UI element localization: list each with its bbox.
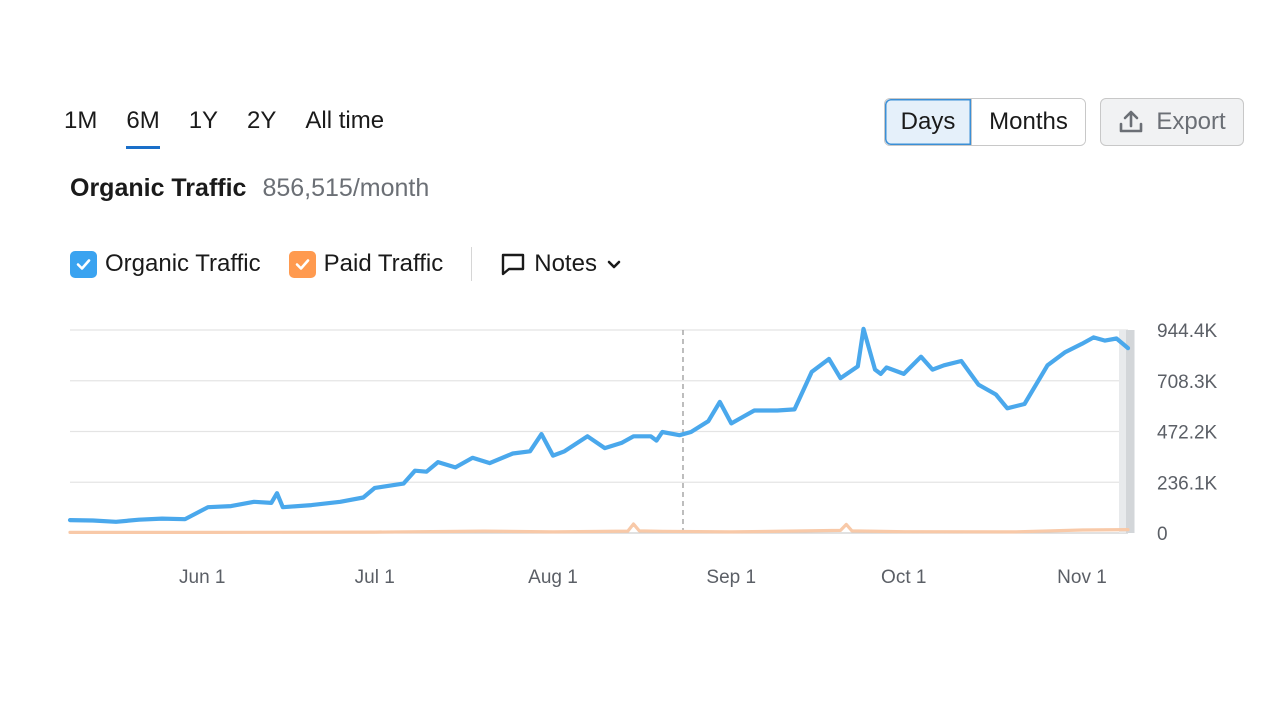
- organic-checkbox[interactable]: [70, 250, 97, 278]
- legend-organic-label: Organic Traffic: [105, 250, 261, 277]
- y-tick-label: 708.3K: [1157, 372, 1218, 393]
- traffic-chart: 944.4K 708.3K 472.2K 236.1K 0 Jun 1 Jul 1 Aug …: [67, 321, 1218, 588]
- organic-traffic-line: [67, 326, 1131, 524]
- tab-2y[interactable]: 2Y: [247, 107, 277, 134]
- legend-divider: [471, 247, 473, 281]
- granularity-toggle: Days Months: [884, 98, 1086, 146]
- check-icon: [295, 258, 309, 270]
- tab-all-time[interactable]: All time: [305, 107, 385, 134]
- legend-paid-label: Paid Traffic: [323, 250, 444, 277]
- x-tick-label: Jul 1: [355, 567, 395, 588]
- legend-organic-traffic[interactable]: Organic Traffic: [70, 250, 261, 278]
- y-tick-label: 944.4K: [1157, 321, 1218, 342]
- x-tick-label: Aug 1: [528, 567, 578, 588]
- grid-lines: [70, 329, 1128, 534]
- y-tick-label: 236.1K: [1157, 473, 1218, 494]
- y-tick-label: 472.2K: [1157, 423, 1218, 444]
- days-button[interactable]: Days: [885, 99, 971, 145]
- notes-label: Notes: [534, 250, 597, 277]
- chevron-down-icon: [607, 260, 621, 269]
- metric-value: 856,515/month: [262, 174, 430, 202]
- legend: Organic Traffic Paid Traffic Notes: [70, 246, 623, 282]
- months-button[interactable]: Months: [971, 99, 1085, 145]
- check-icon: [76, 258, 91, 270]
- legend-paid-traffic[interactable]: Paid Traffic: [288, 250, 444, 278]
- x-tick-label: Oct 1: [881, 567, 926, 588]
- metric-title: Organic Traffic: [70, 174, 247, 202]
- tab-1m[interactable]: 1M: [64, 107, 98, 134]
- x-tick-label: Jun 1: [179, 567, 225, 588]
- y-tick-label: 0: [1157, 524, 1168, 545]
- tab-6m[interactable]: 6M: [126, 104, 160, 149]
- range-tabs: 1M 6M 1Y 2Y All time: [64, 104, 384, 149]
- export-label: Export: [1156, 108, 1226, 135]
- comment-icon: [502, 253, 525, 276]
- x-axis-ticks: Jun 1 Jul 1 Aug 1 Sep 1 Oct 1 Nov 1: [179, 567, 1107, 588]
- upload-icon: [1120, 110, 1143, 133]
- chart-scrollbar-thumb[interactable]: [1126, 330, 1134, 533]
- export-button[interactable]: Export: [1100, 98, 1244, 146]
- tab-1y[interactable]: 1Y: [188, 107, 219, 134]
- notes-dropdown[interactable]: Notes: [500, 250, 623, 278]
- series-layer: [67, 326, 1131, 534]
- x-tick-label: Sep 1: [706, 567, 756, 588]
- paid-traffic-line: [68, 522, 1130, 534]
- y-axis-ticks: 944.4K 708.3K 472.2K 236.1K 0: [1157, 321, 1218, 545]
- x-tick-label: Nov 1: [1057, 567, 1107, 588]
- metric-header: Organic Traffic 856,515/month: [70, 174, 429, 203]
- paid-checkbox[interactable]: [288, 250, 316, 278]
